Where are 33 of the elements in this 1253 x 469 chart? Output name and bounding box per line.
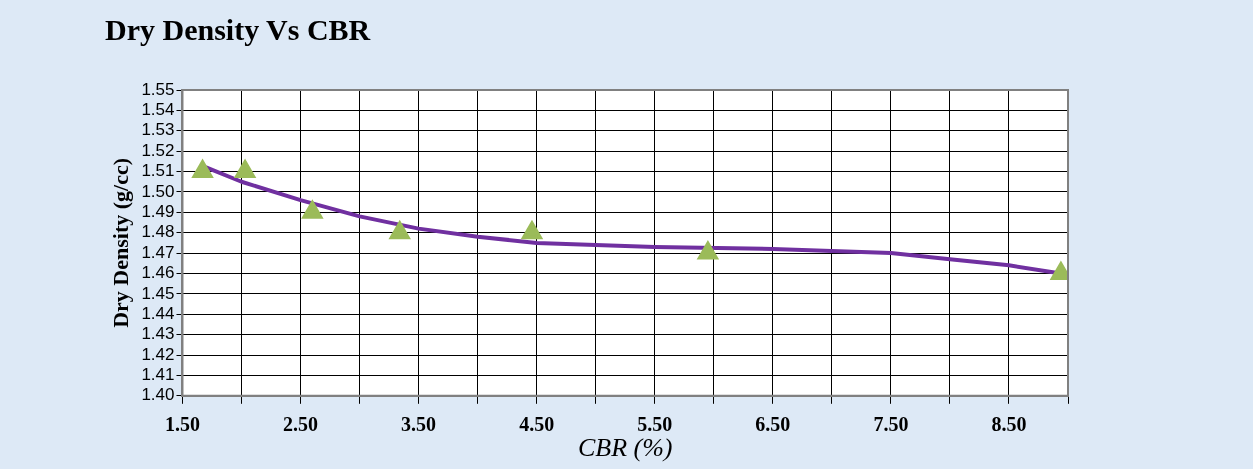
- y-tick-label: 1.52: [141, 140, 175, 160]
- y-tick-label: 1.46: [141, 263, 175, 283]
- y-tick-label: 1.54: [141, 100, 175, 120]
- y-tick-label: 1.47: [141, 242, 175, 262]
- point: [698, 242, 718, 260]
- x-tick-label: 3.50: [401, 412, 437, 435]
- point: [191, 158, 214, 179]
- point: [388, 219, 411, 240]
- y-tick-label: 1.49: [141, 202, 175, 222]
- y-tick-label: 1.50: [141, 181, 175, 201]
- point: [234, 158, 257, 179]
- y-tick-label: 1.48: [141, 222, 175, 242]
- x-axis-title: CBR (%): [577, 433, 673, 463]
- y-tick-label: 1.41: [141, 365, 175, 385]
- y-tick-label: 1.40: [141, 385, 175, 405]
- y-tick-label: 1.42: [141, 344, 175, 364]
- x-tick-label: 1.50: [164, 412, 200, 435]
- x-tick-label: 8.50: [991, 412, 1027, 435]
- x-tick-label: 5.50: [637, 412, 673, 435]
- y-tick-label: 1.43: [141, 324, 175, 344]
- y-tick-label: 1.45: [141, 283, 175, 303]
- x-tick-label: 7.50: [873, 412, 909, 435]
- y-tick-label: 1.44: [141, 303, 175, 323]
- x-tick-label: 6.50: [755, 412, 791, 435]
- point: [522, 221, 542, 240]
- y-axis-title: Dry Density (g/cc): [107, 157, 133, 328]
- chart-title: Dry Density Vs CBR: [105, 12, 371, 46]
- x-tick-label: 4.50: [519, 412, 555, 435]
- y-tick-label: 1.55: [141, 79, 175, 99]
- y-tick-label: 1.51: [141, 161, 175, 181]
- x-tick-label: 2.50: [283, 412, 319, 435]
- point: [302, 201, 323, 219]
- y-tick-label: 1.53: [141, 120, 175, 140]
